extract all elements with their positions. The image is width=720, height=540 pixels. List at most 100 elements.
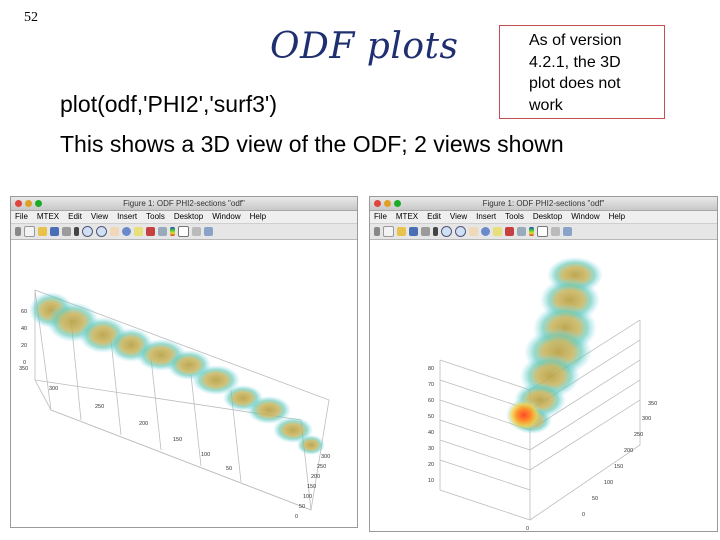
x-tick-label: 50: [299, 504, 305, 510]
z-tick-label: 10: [428, 478, 434, 484]
y-tick-label: 50: [592, 496, 598, 502]
menu-help[interactable]: Help: [608, 212, 626, 221]
y-tick-label: 150: [173, 437, 182, 443]
y-tick-label: 0: [582, 512, 585, 518]
zoom-icon[interactable]: [35, 200, 42, 207]
legend-icon[interactable]: [537, 226, 548, 237]
command-text: plot(odf,'PHI2','surf3'): [60, 91, 277, 117]
x-tick-label: 0: [295, 514, 298, 520]
z-tick-label: 70: [428, 382, 434, 388]
note-line: plot does not: [529, 75, 621, 92]
y-tick-label: 250: [634, 432, 643, 438]
colorbar-icon[interactable]: [529, 227, 534, 236]
rotate-3d-icon[interactable]: [481, 227, 490, 236]
menu-tools[interactable]: Tools: [146, 212, 165, 221]
print-icon[interactable]: [62, 227, 71, 236]
window-titlebar[interactable]: Figure 1: ODF PHI2-sections "odf": [11, 197, 357, 211]
z-tick-label: 20: [21, 343, 27, 349]
y-tick-label: 50: [226, 466, 232, 472]
open-file-icon[interactable]: [38, 227, 47, 236]
z-tick-label: 20: [428, 462, 434, 468]
menu-mtex[interactable]: MTEX: [395, 212, 419, 221]
pan-icon[interactable]: [110, 227, 119, 236]
menu-desktop[interactable]: Desktop: [532, 212, 563, 221]
menu-window[interactable]: Window: [571, 212, 600, 221]
zoom-out-icon[interactable]: [96, 226, 107, 237]
rotate-3d-icon[interactable]: [122, 227, 131, 236]
zoom-out-icon[interactable]: [455, 226, 466, 237]
data-cursor-icon[interactable]: [493, 227, 502, 236]
zoom-icon[interactable]: [394, 200, 401, 207]
open-file-icon[interactable]: [397, 227, 406, 236]
edit-plot-icon[interactable]: [74, 227, 79, 236]
window-controls[interactable]: [374, 200, 401, 207]
minimize-icon[interactable]: [25, 200, 32, 207]
data-cursor-icon[interactable]: [134, 227, 143, 236]
window-titlebar[interactable]: Figure 1: ODF PHI2-sections "odf": [370, 197, 717, 211]
close-icon[interactable]: [15, 200, 22, 207]
menu-tools[interactable]: Tools: [505, 212, 524, 221]
z-tick-label: 60: [428, 398, 434, 404]
menu-view[interactable]: View: [90, 212, 109, 221]
close-icon[interactable]: [374, 200, 381, 207]
figure-toolbar: [370, 224, 717, 240]
link-icon[interactable]: [517, 227, 526, 236]
brush-icon[interactable]: [146, 227, 155, 236]
plot-area[interactable]: 60 40 20 0 350 300 250 200 150 100 50 30…: [11, 240, 357, 527]
menu-file[interactable]: File: [374, 212, 387, 221]
print-icon[interactable]: [421, 227, 430, 236]
menu-mtex[interactable]: MTEX: [36, 212, 60, 221]
figure-window-left[interactable]: Figure 1: ODF PHI2-sections "odf" File M…: [10, 196, 358, 528]
menu-insert[interactable]: Insert: [117, 212, 138, 221]
pan-icon[interactable]: [469, 227, 478, 236]
show-tools-icon[interactable]: [204, 227, 213, 236]
note-line: 4.2.1, the 3D: [529, 53, 621, 71]
edit-plot-icon[interactable]: [433, 227, 438, 236]
y-tick-label: 300: [642, 416, 651, 422]
menu-file[interactable]: File: [15, 212, 28, 221]
new-figure-icon[interactable]: [383, 226, 394, 237]
menu-bar: File MTEX Edit View Insert Tools Desktop…: [370, 211, 717, 224]
menu-bar: File MTEX Edit View Insert Tools Desktop…: [11, 211, 357, 224]
y-tick-label: 200: [139, 421, 148, 427]
z-tick-label: 40: [428, 430, 434, 436]
menu-window[interactable]: Window: [212, 212, 241, 221]
z-tick-label: 30: [428, 446, 434, 452]
dock-arrow-icon[interactable]: [374, 227, 380, 236]
minimize-icon[interactable]: [384, 200, 391, 207]
odf-surface: [506, 257, 603, 434]
y-tick-label: 250: [95, 404, 104, 410]
z-tick-label: 0: [23, 360, 26, 366]
hide-tools-icon[interactable]: [192, 227, 201, 236]
figure-window-right[interactable]: Figure 1: ODF PHI2-sections "odf" File M…: [369, 196, 718, 532]
brush-icon[interactable]: [505, 227, 514, 236]
y-tick-label: 100: [604, 480, 613, 486]
menu-help[interactable]: Help: [249, 212, 267, 221]
new-figure-icon[interactable]: [24, 226, 35, 237]
menu-edit[interactable]: Edit: [427, 212, 441, 221]
y-tick-label: 100: [201, 452, 210, 458]
zoom-in-icon[interactable]: [82, 226, 93, 237]
zoom-in-icon[interactable]: [441, 226, 452, 237]
window-title: Figure 1: ODF PHI2-sections "odf": [482, 199, 605, 208]
version-note: As of version 4.2.1, the 3D plot does no…: [499, 25, 665, 119]
legend-icon[interactable]: [178, 226, 189, 237]
window-controls[interactable]: [15, 200, 42, 207]
hide-tools-icon[interactable]: [551, 227, 560, 236]
dock-arrow-icon[interactable]: [15, 227, 21, 236]
figure-toolbar: [11, 224, 357, 240]
menu-edit[interactable]: Edit: [68, 212, 82, 221]
menu-view[interactable]: View: [449, 212, 468, 221]
z-tick-label: 50: [428, 414, 434, 420]
plot-area[interactable]: 80 70 60 50 40 30 20 10 350 300 250 200 …: [370, 240, 717, 531]
save-icon[interactable]: [50, 227, 59, 236]
link-icon[interactable]: [158, 227, 167, 236]
x-tick-label: 100: [303, 494, 312, 500]
colorbar-icon[interactable]: [170, 227, 175, 236]
show-tools-icon[interactable]: [563, 227, 572, 236]
y-tick-label: 350: [19, 366, 28, 372]
save-icon[interactable]: [409, 227, 418, 236]
z-tick-label: 80: [428, 366, 434, 372]
menu-desktop[interactable]: Desktop: [173, 212, 204, 221]
menu-insert[interactable]: Insert: [476, 212, 497, 221]
